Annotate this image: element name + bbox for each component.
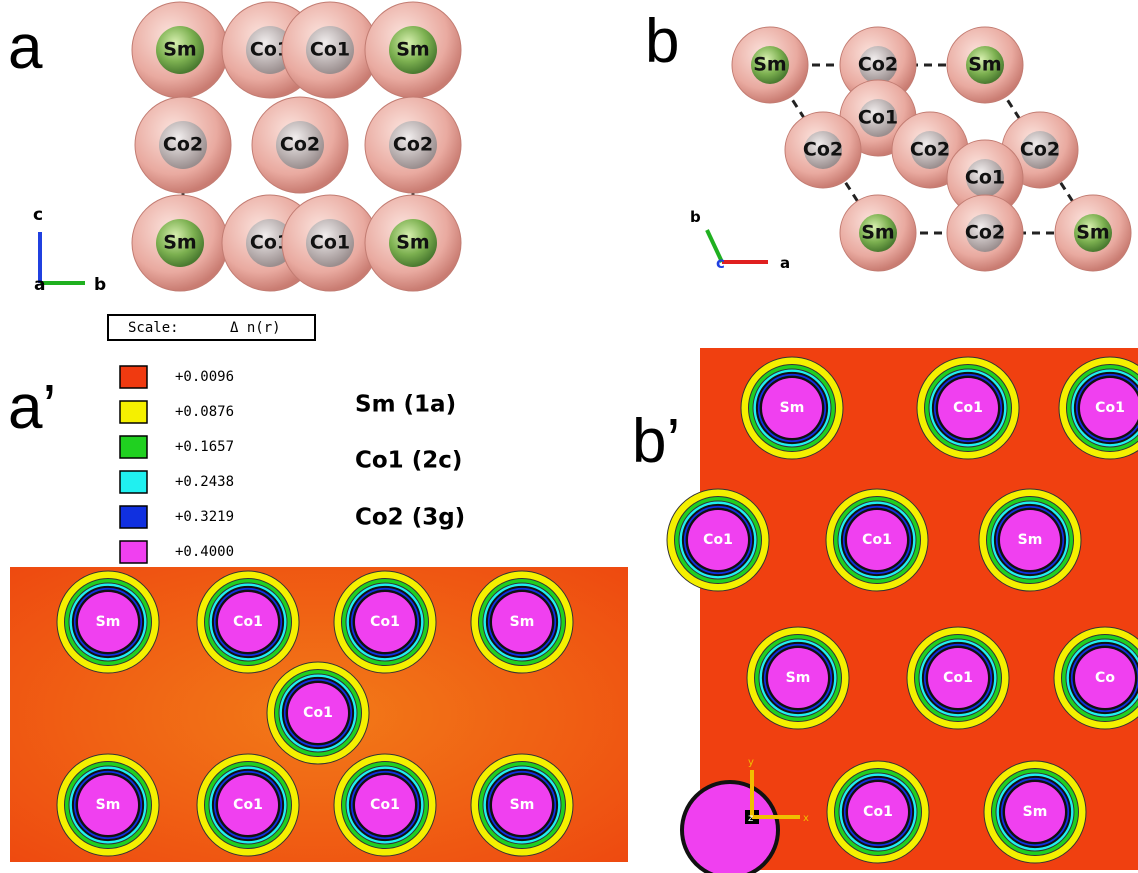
panel-b: Sm Co2 Sm Co1 Co2 Co2 Co2 Co1 Sm Co2 Sm b c a [690,27,1131,272]
atom-label: Co1 [863,804,893,820]
atom-label: Co2 [858,54,898,76]
axis-label: c [33,205,43,225]
axis-label: b [690,208,701,226]
swatch [120,541,147,563]
atom-label: Co1 [858,107,898,129]
scale-quantity: Δ n(r) [230,320,281,336]
atom-label: Co2 [1020,139,1060,161]
atom-label: Sm [1018,532,1043,548]
core [682,782,778,873]
figure: SmCo1Co1SmCo2Co2Co2SmCo1Co1Smcab SmCo2Sm… [0,0,1138,873]
atom-label: Co1 [965,167,1005,189]
scale-value: +0.3219 [175,509,234,525]
atom-label: Co [1095,670,1115,686]
atom-label: Sm [163,39,196,61]
scale-value: +0.1657 [175,439,234,455]
axis-label: z [748,813,753,824]
atom-label: Co1 [233,614,263,630]
axis-label: b [94,275,106,295]
atom-label: Co1 [370,614,400,630]
atom-label: Sm [968,54,1001,76]
axis-label: y [748,757,754,768]
swatch [120,436,147,458]
atom-label: Co1 [310,39,350,61]
atom-label: Co1 [953,400,983,416]
atom-label: Co1 [303,705,333,721]
swatch [120,506,147,528]
atom-label: Sm [510,797,535,813]
atom-label: Co1 [370,797,400,813]
atom-label: Co1 [233,797,263,813]
scale-value: +0.0096 [175,369,234,385]
scale-value: +0.4000 [175,544,234,560]
atom-label: Sm [786,670,811,686]
scale-title: Scale: [128,320,179,336]
atom-label: Co1 [1095,400,1125,416]
scale-value: +0.2438 [175,474,234,490]
axis-label: a [780,254,790,272]
atom-label: Co1 [703,532,733,548]
atom-label: Sm [163,232,196,254]
swatch [120,401,147,423]
atom-label: Sm [96,797,121,813]
atom-label: Co1 [943,670,973,686]
atom-label: Co1 [310,232,350,254]
atom-label: Co2 [965,222,1005,244]
atom-label: Sm [1023,804,1048,820]
atom-label: Co2 [163,134,203,156]
atom-label: Sm [780,400,805,416]
atom-label: Sm [396,232,429,254]
scale-legend: +0.0096 +0.0876 +0.1657 +0.2438 +0.3219 +0.40… [120,366,234,563]
axis-label: x [803,813,809,824]
scale-value: +0.0876 [175,404,234,420]
axis-label: a [34,275,45,295]
swatch [120,366,147,388]
atom-label: Sm [96,614,121,630]
atom-label: Sm [510,614,535,630]
atom-label: Sm [396,39,429,61]
swatch [120,471,147,493]
axis-label: c [716,254,725,272]
atom-label: Co2 [803,139,843,161]
site-label: Sm (1a) [355,392,456,418]
panel-label: b [645,7,679,76]
atom-label: Sm [861,222,894,244]
panel-label: b’ [632,407,680,476]
atom-label: Sm [753,54,786,76]
atom-label: Sm [1076,222,1109,244]
atom-label: Co1 [862,532,892,548]
site-label: Co1 (2c) [355,448,462,474]
site-label: Co2 (3g) [355,505,465,531]
atom-label: Co2 [393,134,433,156]
atom-label: Co2 [910,139,950,161]
atom-label: Co2 [280,134,320,156]
panel-label: a’ [8,373,56,442]
panel-label: a [8,13,43,82]
